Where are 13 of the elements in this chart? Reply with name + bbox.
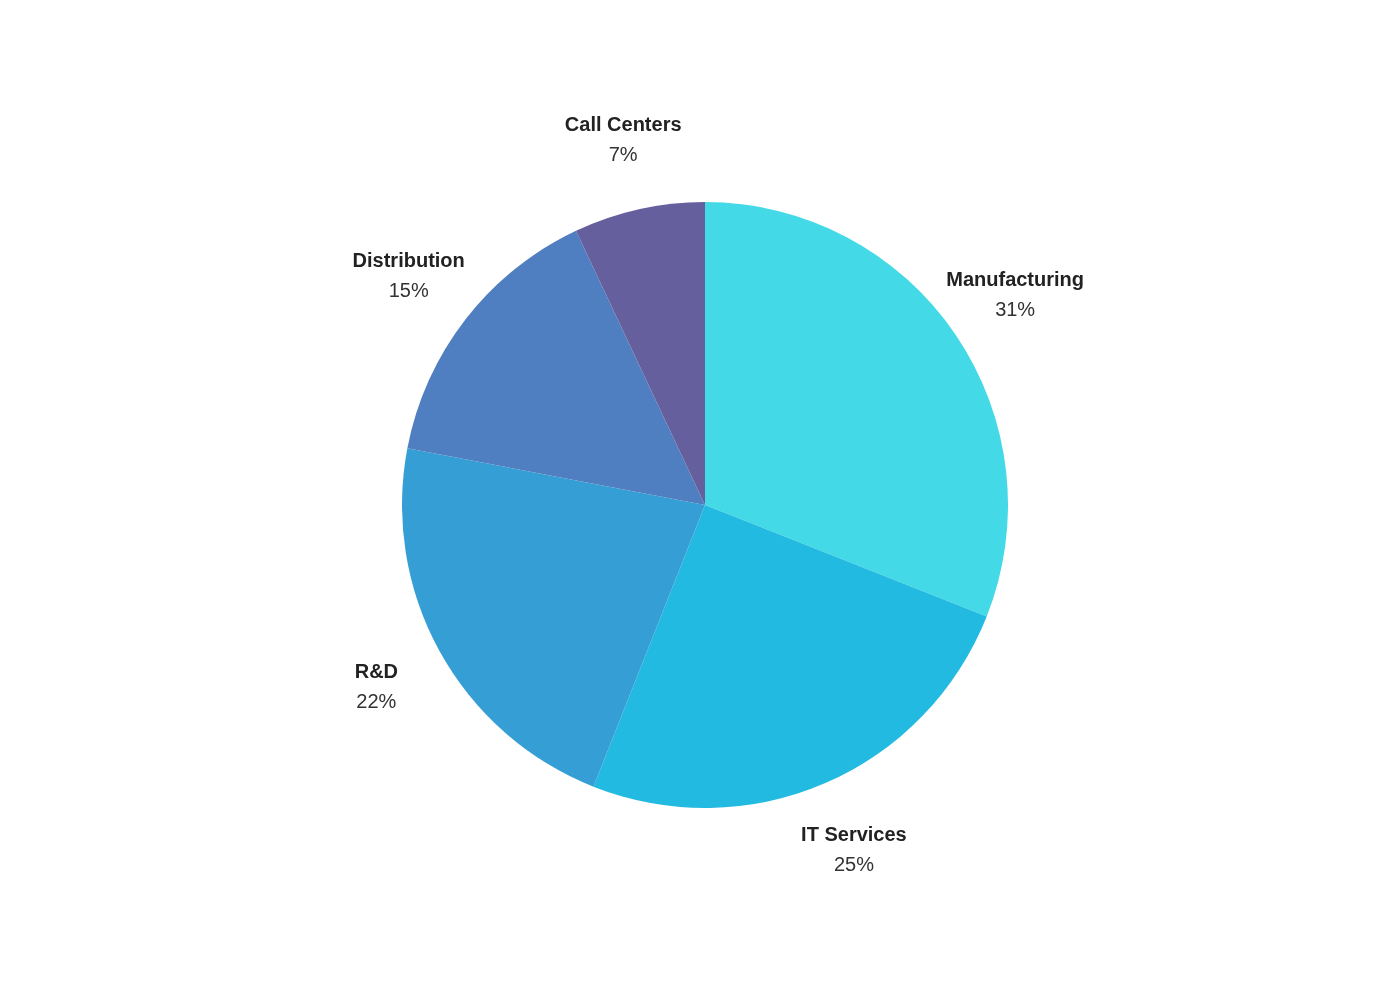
pie-slice xyxy=(575,202,705,505)
slice-label: R&D xyxy=(354,659,399,682)
data-label: 31% xyxy=(995,298,1036,321)
data-label: 22% xyxy=(356,689,397,712)
data-label: 25% xyxy=(833,853,875,876)
slice-label: IT Services xyxy=(801,823,907,846)
pie-slice xyxy=(593,505,987,808)
slice-label: Call Centers xyxy=(564,113,682,136)
slice-label: Manufacturing xyxy=(946,268,1085,291)
slice-label: Distribution xyxy=(352,249,465,272)
pie-slice xyxy=(402,448,705,787)
data-label: 15% xyxy=(388,279,429,302)
data-label: 7% xyxy=(608,143,638,166)
